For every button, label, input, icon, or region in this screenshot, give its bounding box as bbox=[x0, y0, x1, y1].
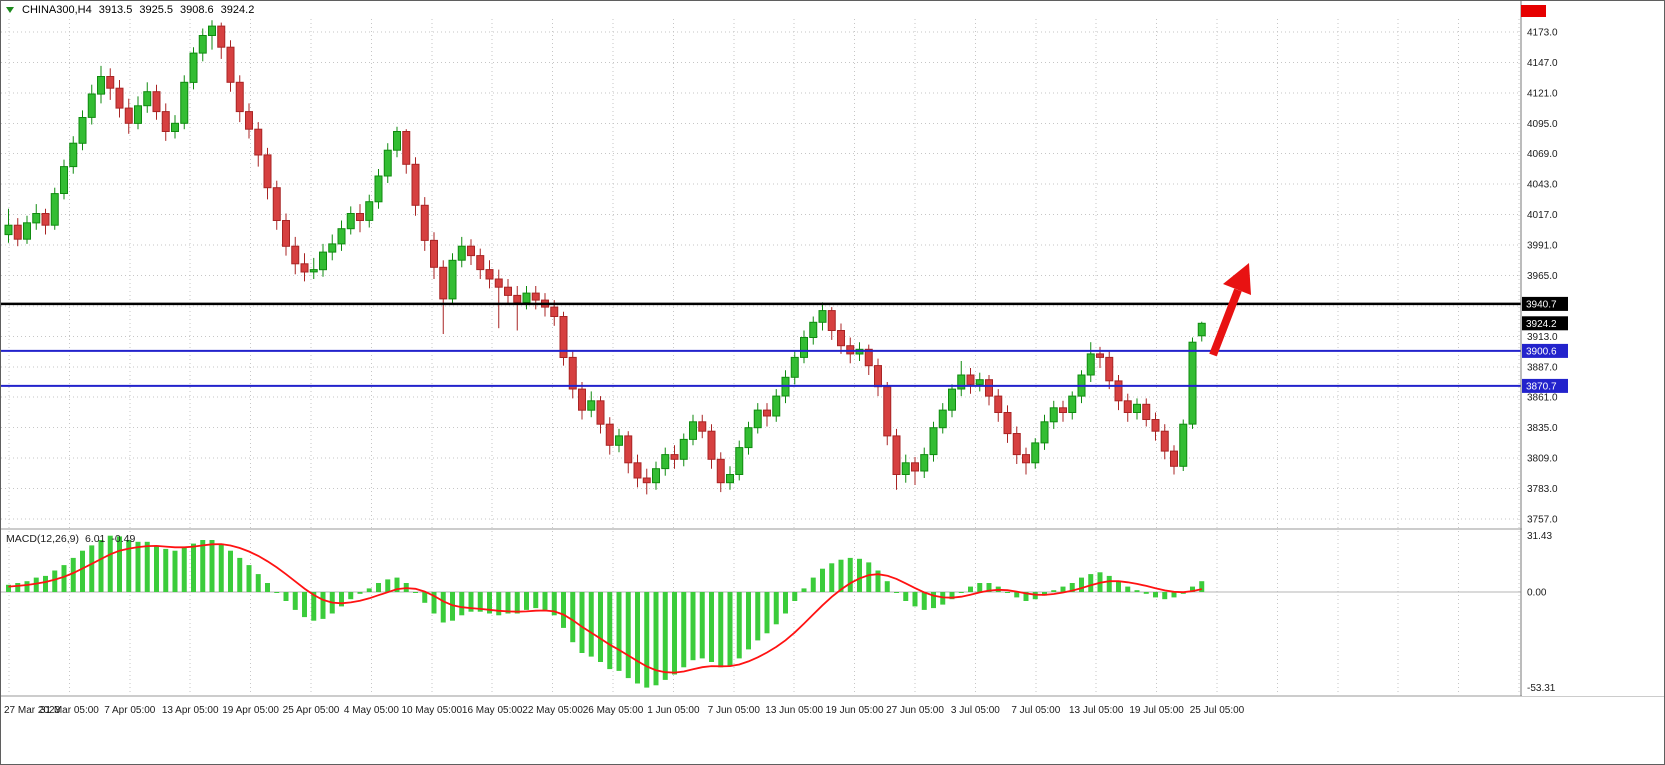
price-tag-3870.7: 3870.7 bbox=[1522, 378, 1568, 393]
time-axis-label: 3 Jul 05:00 bbox=[951, 705, 1000, 716]
time-axis-label: 13 Jul 05:00 bbox=[1069, 705, 1124, 716]
symbol-label: CHINA300,H4 bbox=[22, 4, 92, 16]
price-axis-label: 3887.0 bbox=[1527, 362, 1558, 373]
price-axis-label: 4121.0 bbox=[1527, 88, 1558, 99]
quote-high: 3925.5 bbox=[139, 4, 174, 16]
price-tag-3900.6: 3900.6 bbox=[1522, 343, 1568, 358]
time-axis-label: 7 Jun 05:00 bbox=[708, 705, 761, 716]
macd-axis-label: 31.43 bbox=[1527, 531, 1552, 542]
time-axis-label: 13 Jun 05:00 bbox=[765, 705, 823, 716]
price-tag-3940.7: 3940.7 bbox=[1522, 296, 1568, 311]
price-axis-label: 3991.0 bbox=[1527, 241, 1558, 252]
time-axis-label: 7 Jul 05:00 bbox=[1011, 705, 1060, 716]
quote-open: 3913.5 bbox=[98, 4, 133, 16]
price-axis-label: 3835.0 bbox=[1527, 423, 1558, 434]
quote-low: 3908.6 bbox=[180, 4, 214, 16]
price-axis-label: 3783.0 bbox=[1527, 484, 1558, 495]
macd-axis-label: -53.31 bbox=[1527, 683, 1556, 694]
price-axis-label: 3757.0 bbox=[1527, 515, 1558, 526]
time-axis-label: 19 Apr 05:00 bbox=[222, 705, 279, 716]
time-axis-label: 16 May 05:00 bbox=[462, 705, 523, 716]
price-axis-label: 3861.0 bbox=[1527, 393, 1558, 404]
time-axis-label: 22 May 05:00 bbox=[522, 705, 583, 716]
red-marker-square[interactable] bbox=[1521, 5, 1546, 17]
time-axis-label: 7 Apr 05:00 bbox=[104, 705, 156, 716]
time-axis-label: 10 May 05:00 bbox=[401, 705, 462, 716]
grid-layer bbox=[1, 19, 1521, 695]
price-axis-label: 4147.0 bbox=[1527, 58, 1558, 69]
time-axis-label: 19 Jul 05:00 bbox=[1129, 705, 1184, 716]
symbol-dropdown-icon[interactable] bbox=[6, 7, 14, 13]
time-axis-label: 4 May 05:00 bbox=[344, 705, 399, 716]
macd-axis-label: 0.00 bbox=[1527, 588, 1547, 599]
price-axis-label: 3809.0 bbox=[1527, 454, 1558, 465]
price-axis-label: 4069.0 bbox=[1527, 149, 1558, 160]
time-axis-label: 25 Jul 05:00 bbox=[1190, 705, 1245, 716]
indicator-main-value: 6.01 bbox=[84, 533, 106, 545]
svg-text:3940.7: 3940.7 bbox=[1526, 299, 1557, 310]
current-price-tag: 3924.2 bbox=[1522, 316, 1568, 331]
price-axis-label: 4095.0 bbox=[1527, 119, 1558, 130]
quote-close: 3924.2 bbox=[220, 4, 255, 16]
macd-signal-line bbox=[8, 543, 1202, 674]
indicator-label: MACD(12,26,9) 6.01 -0.49 bbox=[6, 533, 135, 545]
indicator-name: MACD(12,26,9) bbox=[6, 533, 79, 545]
indicator-signal-value: -0.49 bbox=[111, 533, 136, 545]
candles-layer bbox=[4, 20, 1206, 495]
price-axis-label: 4017.0 bbox=[1527, 210, 1558, 221]
svg-text:3924.2: 3924.2 bbox=[1526, 319, 1557, 330]
time-axis-label: 19 Jun 05:00 bbox=[826, 705, 884, 716]
svg-text:3870.7: 3870.7 bbox=[1526, 381, 1557, 392]
time-axis-label: 26 May 05:00 bbox=[583, 705, 644, 716]
price-axis-label: 4043.0 bbox=[1527, 180, 1558, 191]
symbol-quote-bar: CHINA300,H4 3913.5 3925.5 3908.6 3924.2 bbox=[6, 4, 254, 16]
time-axis-label: 27 Jun 05:00 bbox=[886, 705, 944, 716]
macd-histogram bbox=[6, 535, 1205, 688]
time-axis-label: 27 Mar 2023 bbox=[4, 705, 61, 716]
time-axis-label: 1 Jun 05:00 bbox=[647, 705, 700, 716]
price-axis-label: 3965.0 bbox=[1527, 271, 1558, 282]
time-axis-label: 25 Apr 05:00 bbox=[283, 705, 340, 716]
time-axis-label: 31 Mar 05:00 bbox=[40, 705, 99, 716]
svg-text:3900.6: 3900.6 bbox=[1526, 346, 1557, 357]
price-axis-label: 4173.0 bbox=[1527, 28, 1558, 39]
up-arrow-annotation[interactable] bbox=[1209, 263, 1251, 357]
time-axis-label: 13 Apr 05:00 bbox=[162, 705, 219, 716]
price-axis-label: 3913.0 bbox=[1527, 332, 1558, 343]
